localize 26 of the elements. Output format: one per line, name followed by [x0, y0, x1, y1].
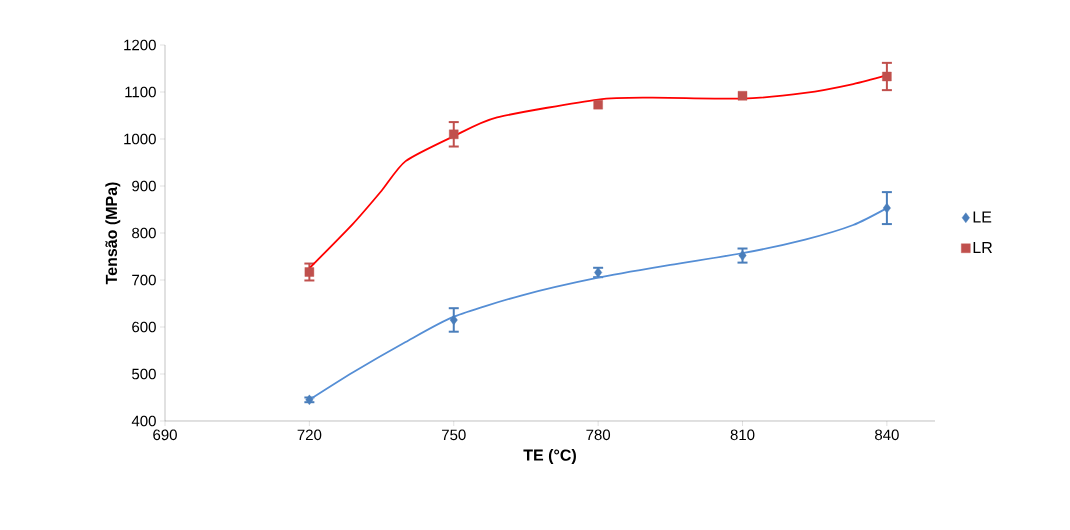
y-tick-label: 600 — [132, 321, 156, 333]
point — [882, 71, 892, 82]
y-tick-label: 500 — [132, 368, 156, 380]
y-tick-label: 900 — [132, 180, 156, 192]
y-tick-label: 1000 — [124, 133, 156, 145]
point — [304, 267, 315, 277]
y-tick-label: 800 — [132, 227, 156, 239]
legend-label: LR — [973, 242, 993, 254]
point — [449, 314, 458, 326]
point — [449, 129, 459, 139]
point — [737, 91, 748, 101]
x-tick-label: 720 — [297, 429, 322, 441]
y-tick-label: 400 — [131, 415, 156, 427]
y-tick-label: 700 — [132, 274, 156, 286]
point — [593, 99, 603, 110]
legend-label: LE — [973, 211, 992, 223]
y-axis-title: Tensão (MPa) — [105, 182, 121, 285]
x-tick-label: 750 — [442, 429, 466, 441]
point — [882, 202, 891, 214]
y-tick-label: 1100 — [125, 86, 156, 98]
x-tick-label: 690 — [153, 429, 177, 441]
x-axis-title: TE (°C) — [523, 449, 576, 464]
x-tick-label: 810 — [730, 429, 755, 441]
x-tick-label: 780 — [586, 429, 611, 441]
y-tick-label: 1200 — [124, 39, 156, 51]
x-tick-label: 840 — [875, 429, 899, 441]
